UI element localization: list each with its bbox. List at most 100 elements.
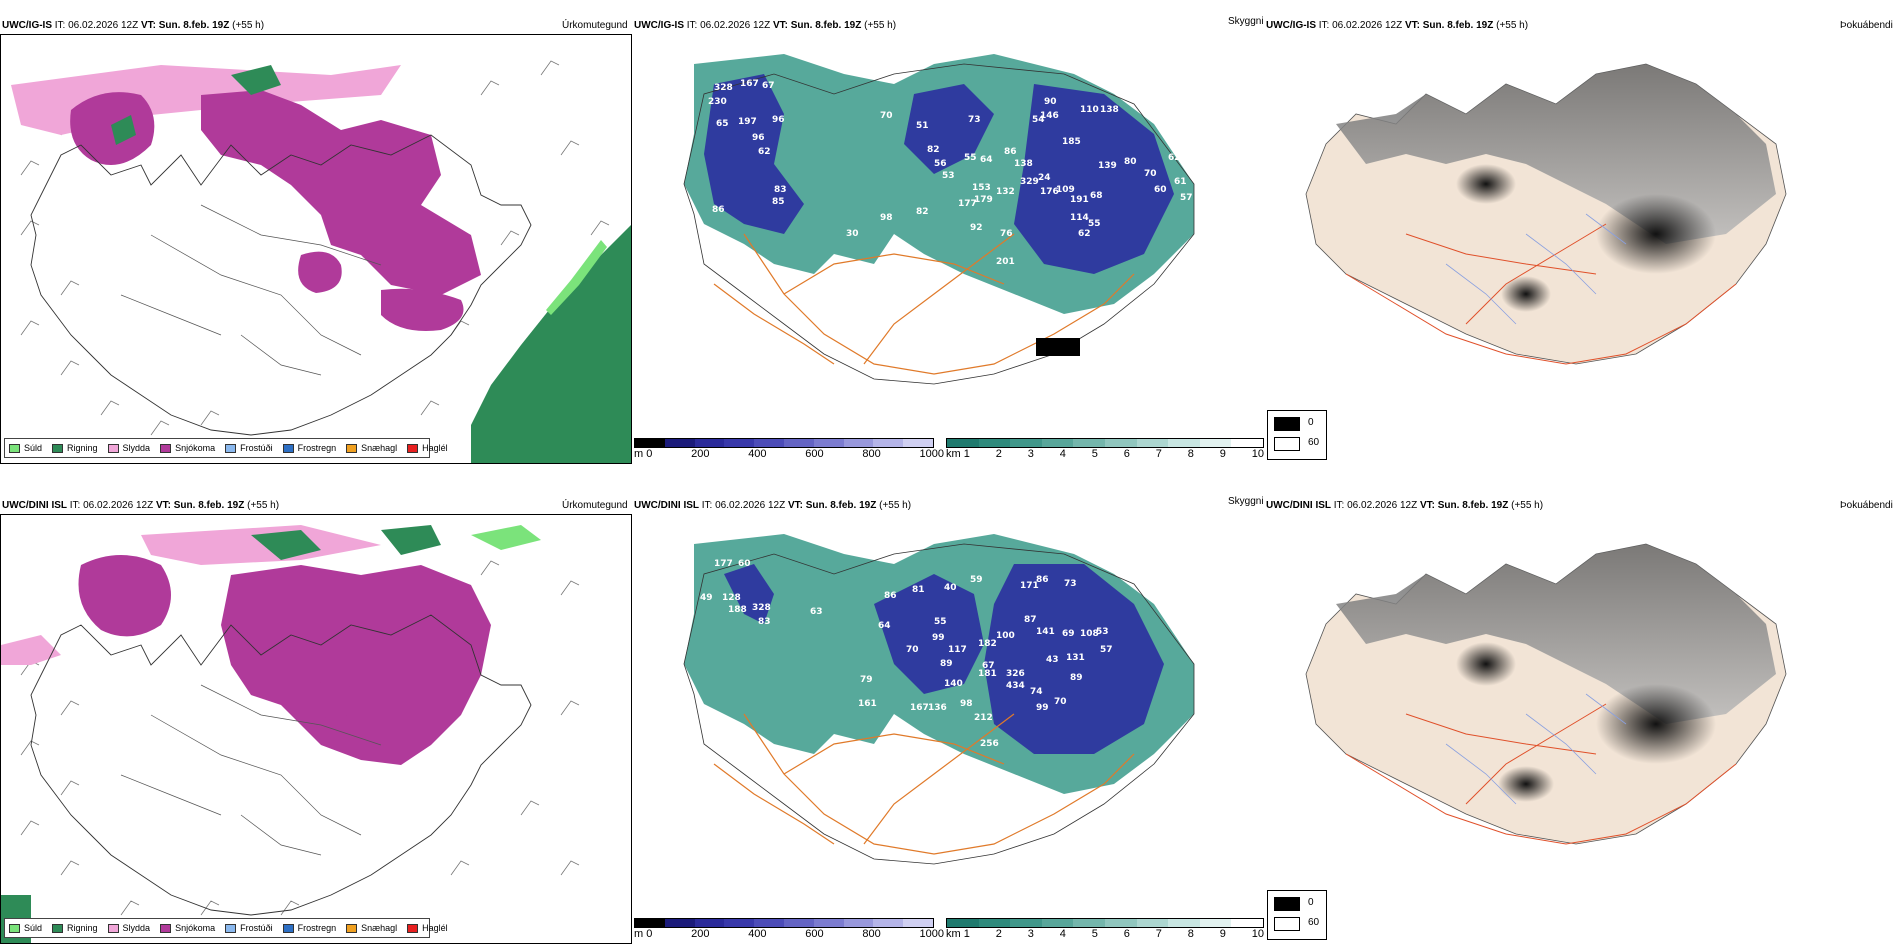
vis-label: 76 bbox=[1000, 229, 1013, 239]
fog-rivers-2 bbox=[1445, 693, 1627, 805]
snow-nw-2 bbox=[78, 555, 171, 637]
fog-swatch-dark bbox=[1274, 897, 1300, 911]
vis-label: 63 bbox=[810, 607, 823, 617]
rain-north-2 bbox=[251, 525, 441, 560]
fog-dark-1 bbox=[1596, 194, 1716, 274]
fog-title-1: Þokuábendi bbox=[1840, 20, 1893, 31]
fog-swatch-dark bbox=[1274, 417, 1300, 431]
vis-label: 230 bbox=[708, 97, 727, 107]
precip-panel-1: UWC/IG-IS IT: 06.02.2026 12Z VT: Sun. 8.… bbox=[0, 14, 632, 464]
fog-title-2: Þokuábendi bbox=[1840, 500, 1893, 511]
fog-legend-1: 0 60 bbox=[1267, 410, 1327, 460]
fog-grey-north-2 bbox=[1336, 544, 1776, 724]
vis-label: 132 bbox=[996, 187, 1015, 197]
vis-blue-west-2 bbox=[724, 564, 774, 624]
legend-swatch bbox=[107, 443, 119, 453]
legend-swatch bbox=[160, 443, 172, 453]
precip-header-1: UWC/IG-IS IT: 06.02.2026 12Z VT: Sun. 8.… bbox=[2, 20, 265, 31]
vis-label: 55 bbox=[1088, 219, 1101, 229]
vis-label: 67 bbox=[762, 81, 775, 91]
vis-roads-1 bbox=[713, 233, 1135, 375]
vis-label: 99 bbox=[1036, 703, 1049, 713]
vis-label: 179 bbox=[974, 195, 993, 205]
vis-label: 68 bbox=[1090, 191, 1103, 201]
fog-map-1 bbox=[1305, 63, 1787, 365]
vis-label: 108 bbox=[1080, 629, 1099, 639]
vis-label: 53 bbox=[942, 171, 955, 181]
fog-dark-6 bbox=[1498, 766, 1554, 802]
vis-blue-east-2 bbox=[984, 564, 1164, 754]
vis-map-2: 177 60 128 188 328 83 49 63 86 64 81 70 … bbox=[683, 534, 1195, 865]
vis-label: 98 bbox=[880, 213, 893, 223]
drizzle-ne-2 bbox=[471, 525, 541, 550]
fog-legend-dark-1 bbox=[1036, 338, 1080, 356]
vis-label: 70 bbox=[1144, 169, 1157, 179]
fog-roads-1 bbox=[1345, 223, 1737, 365]
vis-label: 197 bbox=[738, 117, 757, 127]
vis-coast-2 bbox=[683, 543, 1195, 865]
vis-label: 191 bbox=[1070, 195, 1089, 205]
legend-item-rigning: Rigning bbox=[52, 923, 98, 933]
vis-label: 64 bbox=[878, 621, 891, 631]
legend-swatch bbox=[9, 923, 20, 933]
vis-label: 64 bbox=[980, 155, 993, 165]
fog-dark-3 bbox=[1501, 276, 1551, 312]
precip-title-2: Úrkomutegund bbox=[562, 500, 628, 511]
vis-label: 139 bbox=[1098, 161, 1117, 171]
vis-value-labels-1: 82 56 53 55 64 86 138 329 176 132 24 109… bbox=[708, 79, 1193, 267]
vis-label: 57 bbox=[1180, 193, 1193, 203]
fog-label-high: 0 bbox=[1308, 897, 1314, 908]
fog-dark-2 bbox=[1456, 164, 1516, 204]
vis-label: 86 bbox=[1004, 147, 1017, 157]
vis-label: 83 bbox=[774, 185, 787, 195]
vis-header-1: UWC/IG-IS IT: 06.02.2026 12Z VT: Sun. 8.… bbox=[634, 20, 897, 31]
vis-label: 74 bbox=[1030, 687, 1043, 697]
iceland-outline-1 bbox=[30, 134, 532, 436]
legend-item-frostregn: Frostregn bbox=[282, 443, 336, 453]
km-colorbar-2 bbox=[946, 918, 1264, 928]
vis-label: 70 bbox=[1054, 697, 1067, 707]
vis-label: 55 bbox=[934, 617, 947, 627]
precip-map-1 bbox=[11, 60, 631, 463]
precip-legend-2: Súld Rigning Slydda Snjókoma Frostúði Fr… bbox=[4, 918, 448, 938]
drizzle-strip-1 bbox=[546, 240, 607, 315]
vis-label: 85 bbox=[772, 197, 785, 207]
vis-label: 98 bbox=[960, 699, 973, 709]
vis-label: 114 bbox=[1070, 213, 1089, 223]
legend-swatch bbox=[346, 923, 358, 933]
legend-item-rigning: Rigning bbox=[52, 443, 98, 453]
vis-label: 171 bbox=[1020, 581, 1039, 591]
vis-label: 329 bbox=[1020, 177, 1039, 187]
vis-label: 117 bbox=[948, 645, 967, 655]
vis-label: 69 bbox=[1062, 629, 1075, 639]
legend-item-snjokoma: Snjókoma bbox=[160, 443, 215, 453]
vis-label: 60 bbox=[1154, 185, 1167, 195]
km-colorbar-1 bbox=[946, 438, 1264, 448]
vis-label: 109 bbox=[1056, 185, 1075, 195]
fog-dark-4 bbox=[1596, 684, 1716, 764]
vis-label: 434 bbox=[1006, 681, 1025, 691]
vis-label: 62 bbox=[758, 147, 771, 157]
fog-header-1: UWC/IG-IS IT: 06.02.2026 12Z VT: Sun. 8.… bbox=[1266, 20, 1529, 31]
legend-item-frostregn: Frostregn bbox=[282, 923, 336, 933]
snow-big-2 bbox=[221, 565, 491, 765]
vis-label: 141 bbox=[1036, 627, 1055, 637]
legend-swatch bbox=[407, 443, 419, 453]
legend-item-slydda: Slydda bbox=[107, 923, 150, 933]
vis-label: 128 bbox=[722, 593, 741, 603]
vis-label: 89 bbox=[1070, 673, 1083, 683]
vis-label: 177 bbox=[958, 199, 977, 209]
snow-south-2 bbox=[310, 681, 361, 720]
vis-label: 92 bbox=[970, 223, 983, 233]
vis-blue-north-1 bbox=[904, 84, 994, 174]
vis-label: 51 bbox=[916, 121, 929, 131]
vis-label: 73 bbox=[1064, 579, 1077, 589]
legend-swatch bbox=[225, 923, 237, 933]
vis-label: 96 bbox=[752, 133, 765, 143]
vis-label: 67 bbox=[982, 661, 995, 671]
rain-nw-1 bbox=[111, 65, 281, 145]
fog-label-low: 60 bbox=[1308, 437, 1320, 448]
vis-label: 73 bbox=[968, 115, 981, 125]
vis-label: 153 bbox=[972, 183, 991, 193]
vis-label: 79 bbox=[860, 675, 873, 685]
